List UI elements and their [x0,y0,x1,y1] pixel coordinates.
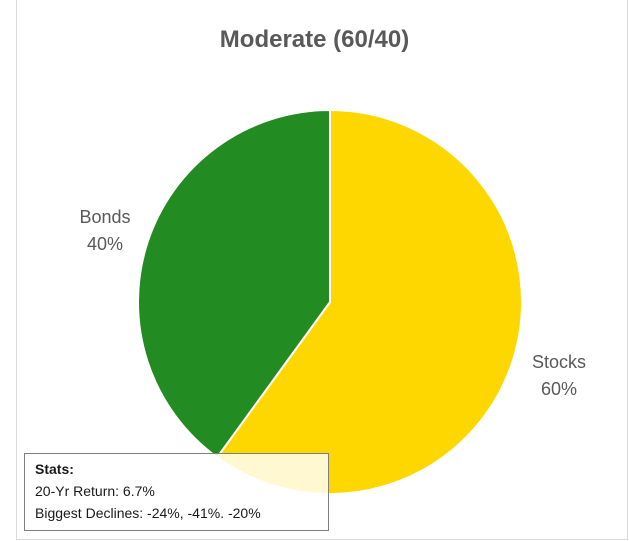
pie-slices [137,108,523,495]
stocks-percent-label: 60% [540,379,578,399]
stocks-label: Stocks 60% [514,349,604,403]
stats-box: Stats: 20-Yr Return: 6.7% Biggest Declin… [24,453,329,531]
stats-return: 20-Yr Return: 6.7% [35,483,155,499]
bonds-category-label: Bonds [79,207,131,227]
stats-declines: Biggest Declines: -24%, -41%. -20% [35,505,261,521]
chart-title: Moderate (60/40) [219,26,410,53]
stocks-category-label: Stocks [531,352,587,372]
bonds-label: Bonds 40% [60,204,150,258]
stats-heading: Stats: [35,461,74,477]
bonds-percent-label: 40% [86,234,124,254]
pie-slice-bonds [137,108,331,459]
